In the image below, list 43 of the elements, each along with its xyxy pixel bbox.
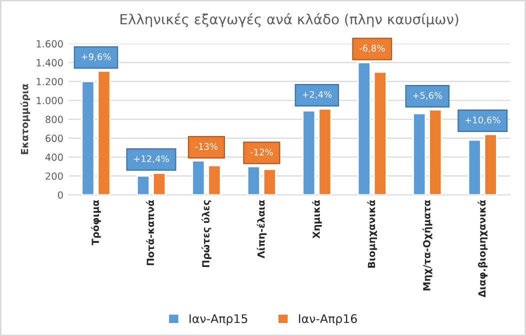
bar	[97, 70, 111, 195]
annotation: +12,4%	[134, 155, 169, 164]
x-tick-label: Χημικά	[312, 200, 322, 238]
bar	[484, 134, 498, 195]
annotation: -6,8%	[359, 44, 385, 53]
annotation: +5,6%	[413, 92, 442, 100]
bar	[262, 168, 276, 195]
y-tick-label: 200	[46, 172, 63, 180]
y-tick-label: 0	[58, 191, 63, 199]
bar	[302, 110, 316, 195]
bar	[208, 164, 222, 195]
y-tick-label: 1.000	[36, 96, 63, 104]
chart-title: Ελληνικές εξαγωγές ανά κλάδο (πλην καυσίμων)	[120, 13, 458, 28]
bar	[192, 160, 206, 195]
x-tick-label: Μηχ/τα-Οχήματα	[422, 200, 432, 290]
y-tick-label: 600	[46, 134, 63, 142]
bar	[468, 139, 482, 195]
bar	[136, 175, 150, 195]
x-tick-label: Διαφ.βιομηχανικά	[478, 200, 488, 298]
x-tick-label: Ποτά-καπνά	[146, 200, 154, 266]
x-tick-label: Τρόφιμα	[91, 200, 101, 246]
bar	[152, 172, 166, 195]
bar	[412, 112, 426, 195]
legend-label: Ιαν-Απρ15	[190, 314, 248, 326]
annotation: +9,6%	[82, 53, 111, 62]
x-tick-label: Πρώτες ύλες	[202, 200, 212, 268]
annotation: +10,6%	[465, 116, 500, 124]
bar	[428, 109, 442, 195]
bar	[373, 71, 387, 195]
y-tick-label: 1.600	[36, 40, 63, 48]
annotation: +2,4%	[302, 91, 332, 99]
bar	[318, 108, 332, 195]
bar	[81, 80, 95, 195]
x-tick-label: Λίπη-έλαια	[256, 200, 267, 258]
y-axis-title: Εκατομμύρια	[20, 84, 30, 154]
annotation: -12%	[250, 148, 273, 156]
legend-label: Ιαν-Απρ16	[298, 314, 357, 326]
x-tick-label: Βιομηχανικά	[367, 200, 378, 268]
annotation: -13%	[195, 143, 218, 150]
y-tick-label: 800	[46, 116, 63, 124]
y-tick-label: 400	[45, 154, 63, 161]
y-tick-label: 1.200	[36, 78, 63, 86]
y-tick-label: 1.400	[36, 59, 63, 66]
